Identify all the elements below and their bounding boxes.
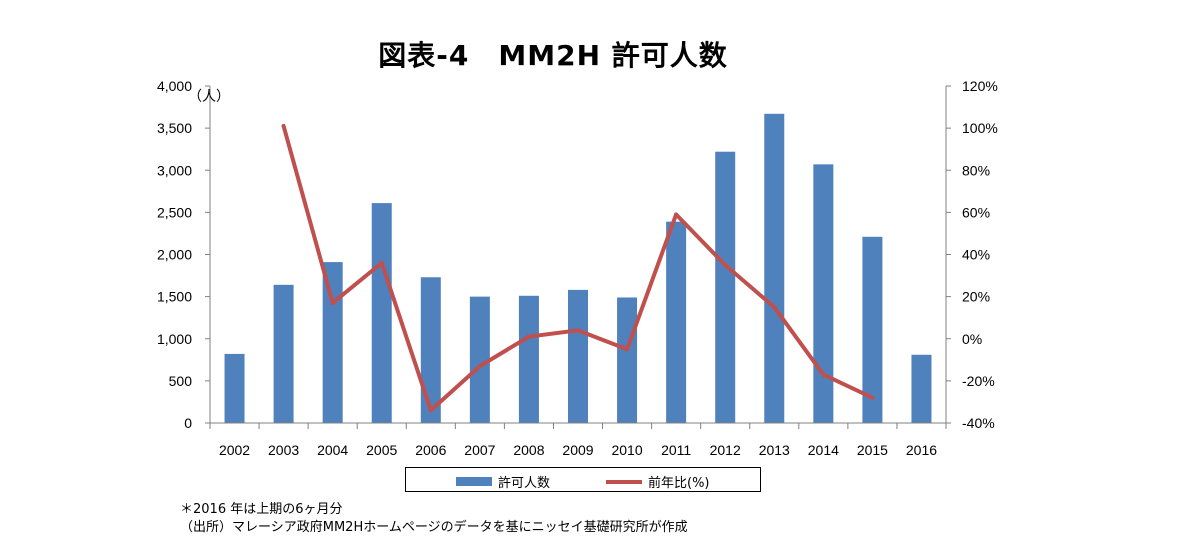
x-tick-label: 2005 <box>366 442 397 458</box>
x-tick-label: 2007 <box>464 442 495 458</box>
left-tick-label: 1,500 <box>157 289 192 305</box>
right-tick-label: 100% <box>962 120 998 136</box>
bar <box>224 353 245 423</box>
x-tick-label: 2006 <box>415 442 446 458</box>
x-tick-label: 2004 <box>317 442 348 458</box>
line-point <box>330 300 335 305</box>
right-tick-label: 20% <box>962 289 990 305</box>
line-point <box>674 212 679 217</box>
x-tick-label: 2010 <box>611 442 642 458</box>
bar <box>568 289 588 423</box>
bar <box>764 113 785 424</box>
left-tick-label: 500 <box>169 373 193 389</box>
bar <box>371 203 392 423</box>
bar <box>813 164 834 424</box>
chart-title: 図表-4 MM2H 許可人数 <box>378 39 728 72</box>
bar <box>911 354 932 423</box>
bar-series <box>224 113 932 424</box>
line-point <box>870 395 875 400</box>
bar <box>420 277 441 423</box>
bar <box>322 262 343 423</box>
footnote-period: ＊2016 年は上期の6ヶ月分 <box>180 502 343 517</box>
left-tick-label: 1,000 <box>157 331 192 347</box>
x-tick-label: 2002 <box>219 442 250 458</box>
right-tick-label: 80% <box>962 162 990 178</box>
right-tick-label: 120% <box>962 78 998 94</box>
line-point <box>625 347 630 352</box>
right-tick-label: -40% <box>962 415 995 431</box>
bar <box>469 296 490 423</box>
bar <box>617 297 638 423</box>
legend-label-bars: 許可人数 <box>498 476 551 491</box>
right-axis: -40% -20% 0% 20% 40% 60% 80% 100% 120% <box>945 78 998 431</box>
x-tick-label: 2003 <box>268 442 299 458</box>
legend-label-line: 前年比(%) <box>648 476 710 491</box>
left-tick-label: 2,500 <box>157 204 192 220</box>
footnotes: ＊2016 年は上期の6ヶ月分 （出所）マレーシア政府MM2Hホームページのデー… <box>180 501 688 537</box>
right-tick-label: 0% <box>962 331 982 347</box>
x-tick-label: 2016 <box>906 442 937 458</box>
bar <box>273 284 294 423</box>
left-axis: 0 500 1,000 1,500 2,000 2,500 3,000 3,500 4,000 <box>157 78 211 431</box>
legend-item-line: 前年比(%) <box>606 472 710 491</box>
x-tick-label: 2014 <box>808 442 839 458</box>
line-point <box>723 263 728 268</box>
bar <box>518 295 539 423</box>
left-tick-label: 3,500 <box>157 120 192 136</box>
x-tick-label: 2009 <box>562 442 593 458</box>
right-tick-label: -20% <box>962 373 995 389</box>
x-tick-label: 2015 <box>857 442 888 458</box>
left-tick-label: 4,000 <box>157 78 192 94</box>
line-point <box>379 260 384 265</box>
line-point <box>772 305 777 310</box>
line-point <box>281 124 286 129</box>
x-tick-label: 2008 <box>513 442 544 458</box>
left-tick-label: 3,000 <box>157 162 192 178</box>
line-point <box>821 372 826 377</box>
legend-item-bars: 許可人数 <box>456 472 550 491</box>
line-point <box>526 334 531 339</box>
left-axis-unit-label: （人） <box>188 89 230 105</box>
x-tick-label: 2011 <box>661 442 691 458</box>
line-point <box>428 408 433 413</box>
legend-line-swatch <box>606 479 642 484</box>
line-point <box>576 328 580 333</box>
x-tick-label: 2013 <box>759 442 790 458</box>
footnote-source: （出所）マレーシア政府MM2Hホームページのデータを基にニッセイ基礎研究所が作成 <box>180 520 688 535</box>
legend: 許可人数 前年比(%) <box>405 467 761 492</box>
bar <box>862 236 883 423</box>
left-tick-label: 2,000 <box>157 247 192 263</box>
bar <box>715 151 736 423</box>
right-tick-label: 60% <box>962 204 990 220</box>
line-series <box>281 124 875 413</box>
right-tick-label: 40% <box>962 247 990 263</box>
x-axis: 2002 2003 2004 2005 2006 2007 2008 2009 2010 2011… <box>209 422 947 458</box>
x-tick-label: 2012 <box>710 442 741 458</box>
left-tick-label: 0 <box>184 415 192 431</box>
legend-bar-swatch <box>456 477 492 486</box>
bar <box>666 221 687 423</box>
line-point <box>477 364 482 369</box>
